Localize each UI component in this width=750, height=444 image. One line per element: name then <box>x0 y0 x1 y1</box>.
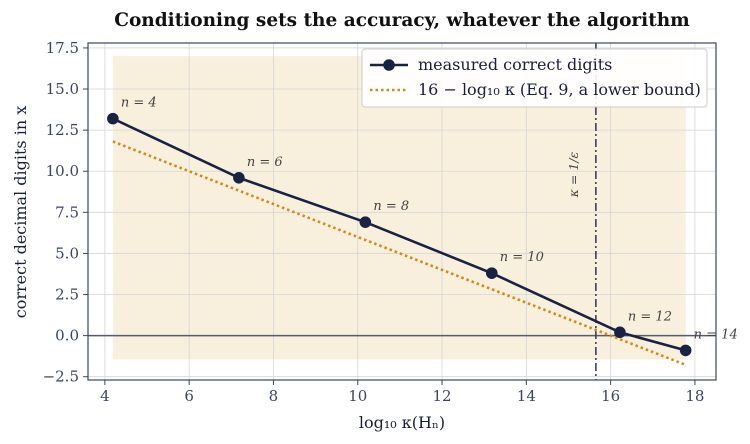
measured-point <box>614 326 626 339</box>
point-label: n = 8 <box>373 199 409 214</box>
point-label: n = 4 <box>121 96 157 111</box>
y-tick-label: 17.5 <box>46 39 79 57</box>
measured-point <box>485 267 498 279</box>
legend-label-measured: measured correct digits <box>418 55 612 74</box>
x-tick-label: 16 <box>601 387 620 405</box>
x-tick-label: 14 <box>517 387 536 405</box>
point-label: n = 6 <box>247 155 283 170</box>
legend-box <box>361 48 708 108</box>
y-tick-label: 2.5 <box>55 286 79 304</box>
legend: measured correct digits 16 − log₁₀ κ (Eq.… <box>361 48 708 108</box>
x-tick-label: 10 <box>348 387 367 405</box>
legend-marker-measured <box>383 59 395 71</box>
y-tick-label: 10.0 <box>46 162 79 180</box>
axes-frame <box>87 42 717 381</box>
measured-series-line <box>112 117 686 352</box>
measured-point <box>359 216 372 228</box>
measured-point <box>679 344 692 357</box>
y-tick-label: 5.0 <box>55 244 79 262</box>
legend-label-bound: 16 − log₁₀ κ (Eq. 9, a lower bound) <box>418 80 701 99</box>
bound-series-line <box>112 140 687 367</box>
point-label: n = 10 <box>500 250 544 265</box>
x-tick-label: 4 <box>100 387 110 405</box>
x-tick-label: 8 <box>269 387 279 405</box>
y-tick-label: 7.5 <box>55 203 79 221</box>
x-tick-label: 6 <box>184 387 194 405</box>
measured-point <box>233 172 245 184</box>
x-tick-label: 18 <box>685 387 704 405</box>
y-tick-label: 12.5 <box>46 121 79 139</box>
x-tick-label: 12 <box>432 387 451 405</box>
x-axis-label: log₁₀ κ(Hₙ) <box>359 413 445 432</box>
point-label: n = 12 <box>628 309 672 324</box>
y-tick-label: 0.0 <box>55 327 79 345</box>
measured-point <box>107 112 119 125</box>
chart-title: Conditioning sets the accuracy, whatever… <box>114 10 690 31</box>
epsilon-reference-label: κ = 1/ε <box>566 151 581 198</box>
y-tick-label: 15.0 <box>46 80 79 98</box>
y-axis-label: correct decimal digits in x <box>11 106 30 319</box>
y-tick-label: −2.5 <box>43 368 79 386</box>
